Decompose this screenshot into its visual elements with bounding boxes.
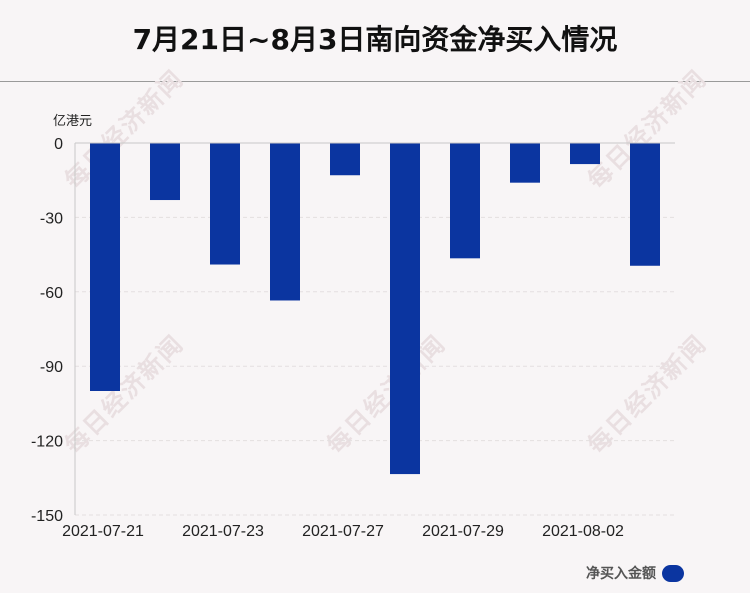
- y-tick-label: -90: [40, 359, 63, 376]
- bar: [510, 143, 540, 183]
- watermark-text: 每日经济新闻: [59, 329, 190, 460]
- y-tick-label: -30: [40, 210, 63, 227]
- bar: [330, 143, 360, 176]
- y-tick-label: -150: [31, 508, 63, 525]
- y-axis-unit-label: 亿港元: [53, 114, 92, 129]
- y-tick-label: 0: [54, 136, 63, 153]
- bar: [210, 143, 240, 265]
- bar: [270, 143, 300, 301]
- bar: [570, 143, 600, 165]
- bar-series: [90, 143, 660, 475]
- legend[interactable]: 净买入金额: [586, 563, 684, 583]
- x-tick-label: 2021-07-29: [422, 523, 504, 540]
- legend-swatch: [662, 564, 684, 582]
- x-tick-label: 2021-07-21: [62, 523, 144, 540]
- title-divider: [0, 81, 750, 82]
- watermark-text: 每日经济新闻: [582, 329, 713, 460]
- y-axis: 0 -30 -60 -90 -120 -150: [31, 136, 675, 525]
- x-axis: 2021-07-21 2021-07-23 2021-07-27 2021-07-29…: [62, 523, 624, 540]
- bar: [90, 143, 120, 391]
- grid-lines: [75, 216, 675, 516]
- bar: [390, 143, 420, 475]
- y-tick-label: -120: [31, 434, 63, 451]
- bar: [450, 143, 480, 259]
- x-tick-label: 2021-07-27: [302, 523, 384, 540]
- x-tick-label: 2021-08-02: [542, 523, 624, 540]
- x-tick-label: 2021-07-23: [182, 523, 264, 540]
- y-tick-label: -60: [40, 285, 63, 302]
- chart-title: 7月21日~8月3日南向资金净买入情况: [132, 23, 618, 56]
- legend-label: 净买入金额: [586, 566, 656, 582]
- bar: [630, 143, 660, 266]
- watermark-text: 每日经济新闻: [321, 329, 452, 460]
- bar: [150, 143, 180, 201]
